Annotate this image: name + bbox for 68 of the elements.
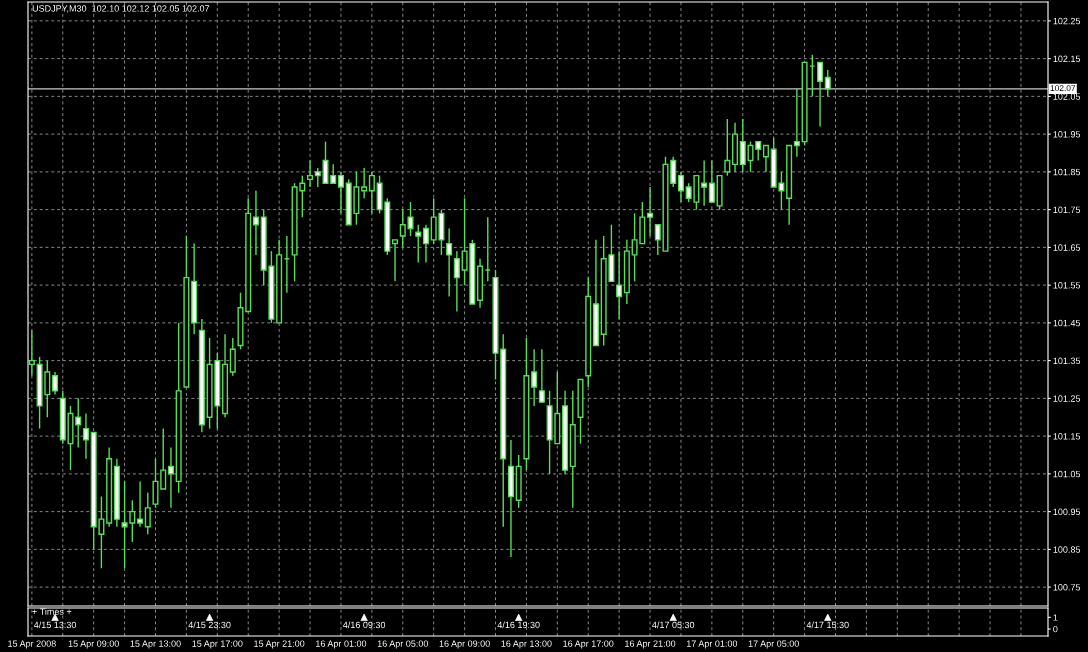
y-tick-label: 0 bbox=[1053, 625, 1058, 633]
chart-title: USDJPY,M30 102.10 102.12 102.05 102.07 bbox=[32, 5, 210, 13]
x-tick-label: 17 Apr 01:00 bbox=[686, 640, 738, 649]
y-tick-label: 100.75 bbox=[1053, 584, 1081, 591]
candlestick bbox=[337, 171, 344, 215]
y-tick-label: 102.15 bbox=[1053, 55, 1081, 62]
candlestick bbox=[415, 224, 422, 264]
annotation: 4/16 19:30 bbox=[497, 621, 540, 629]
candlestick bbox=[167, 446, 174, 509]
y-tick-label: 101.15 bbox=[1053, 433, 1081, 440]
x-tick-label: 15 Apr 09:00 bbox=[68, 640, 119, 649]
candlestick bbox=[52, 371, 59, 396]
x-tick-label: 16 Apr 21:00 bbox=[625, 640, 676, 649]
y-tick-label: 101.95 bbox=[1053, 131, 1081, 138]
candlestick bbox=[252, 190, 259, 256]
candlestick bbox=[392, 239, 399, 283]
candlestick bbox=[307, 159, 314, 188]
candlestick bbox=[28, 329, 35, 377]
annotation: 4/16 09:30 bbox=[343, 621, 386, 629]
y-tick-label: 1 bbox=[1053, 614, 1058, 621]
y-tick-label: 101.85 bbox=[1053, 168, 1081, 176]
candlestick bbox=[137, 480, 144, 528]
x-tick-label: 16 Apr 05:00 bbox=[377, 640, 429, 649]
candlestick bbox=[701, 159, 708, 207]
candlestick bbox=[616, 250, 623, 320]
candlestick bbox=[446, 227, 453, 298]
x-tick-label: 16 Apr 17:00 bbox=[563, 640, 614, 649]
ref-line-label: 102.07 bbox=[1050, 85, 1076, 92]
x-tick-label: 16 Apr 01:00 bbox=[316, 640, 367, 649]
y-tick-label: 101.25 bbox=[1053, 395, 1081, 402]
candlestick bbox=[708, 159, 715, 203]
y-tick-label: 101.65 bbox=[1053, 244, 1081, 251]
y-tick-label: 101.45 bbox=[1053, 319, 1081, 327]
y-tick-label: 101.75 bbox=[1053, 206, 1081, 213]
annotation: 4/17 05:30 bbox=[652, 621, 695, 629]
x-tick-label: 16 Apr 13:00 bbox=[501, 640, 552, 649]
annotation: 4/17 15:30 bbox=[806, 621, 849, 629]
candlestick bbox=[762, 144, 769, 173]
x-tick-label: 15 Apr 13:00 bbox=[130, 640, 181, 649]
y-tick-label: 102.25 bbox=[1053, 17, 1081, 25]
y-tick-label: 101.55 bbox=[1053, 282, 1081, 289]
candlestick bbox=[361, 167, 368, 199]
candlestick bbox=[368, 171, 375, 215]
chart-title: + Times + bbox=[32, 608, 72, 615]
candlestick bbox=[453, 250, 460, 313]
x-tick-label: 15 Apr 17:00 bbox=[192, 640, 243, 649]
candlestick bbox=[724, 118, 731, 177]
candlestick bbox=[422, 224, 429, 264]
y-tick-label: 101.35 bbox=[1053, 357, 1081, 364]
annotation: 4/15 13:30 bbox=[33, 621, 77, 629]
y-tick-label: 101.05 bbox=[1053, 470, 1081, 478]
candlestick bbox=[531, 348, 538, 407]
x-tick-label: 16 Apr 09:00 bbox=[439, 640, 490, 649]
candlestick bbox=[824, 69, 831, 98]
x-tick-label: 15 Apr 21:00 bbox=[254, 640, 305, 649]
candlestick bbox=[647, 186, 654, 237]
candlestick bbox=[817, 61, 824, 128]
annotation: 4/15 23:30 bbox=[188, 621, 231, 629]
candlestick bbox=[229, 337, 236, 377]
x-tick-label: 15 Apr 2008 bbox=[8, 640, 56, 649]
candlestick bbox=[677, 171, 684, 203]
candlestick bbox=[538, 348, 545, 403]
candlestick bbox=[82, 412, 89, 460]
x-tick-label: 17 Apr 05:00 bbox=[748, 640, 799, 649]
candlestick bbox=[144, 492, 151, 535]
y-tick-label: 100.95 bbox=[1053, 508, 1081, 515]
candlestick bbox=[793, 88, 800, 158]
y-tick-label: 100.85 bbox=[1053, 546, 1081, 553]
